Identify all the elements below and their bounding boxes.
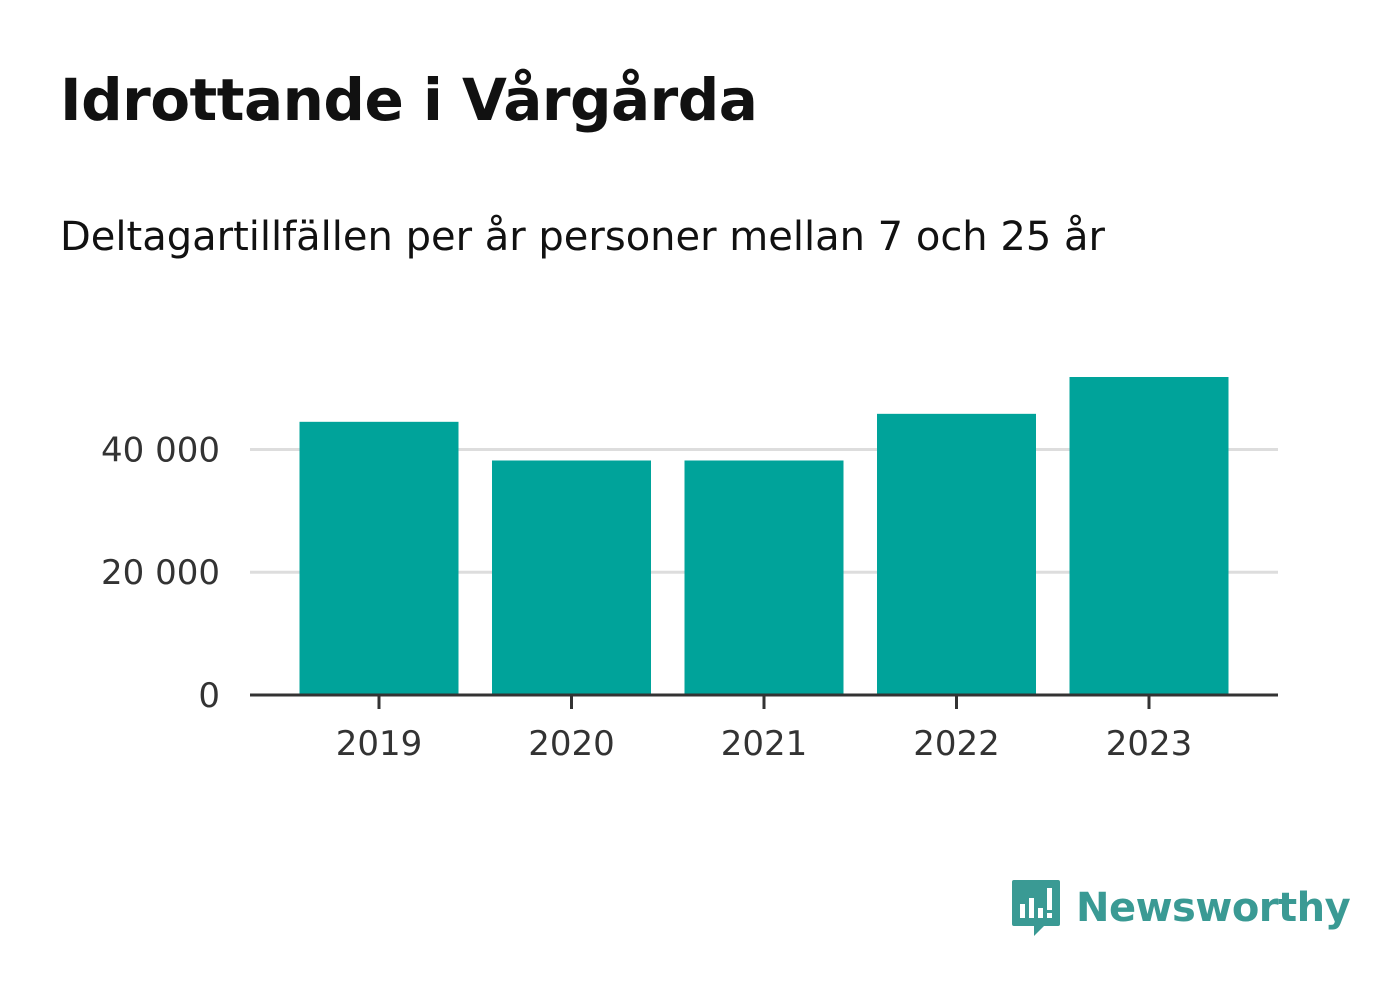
bar — [684, 460, 844, 695]
brand-name: Newsworthy — [1076, 885, 1351, 931]
y-tick-label: 40 000 — [101, 430, 220, 470]
y-tick-label: 0 — [198, 676, 220, 716]
x-tick-label: 2022 — [913, 724, 1000, 764]
bar — [492, 460, 651, 695]
bars — [299, 377, 1229, 695]
bar — [877, 413, 1036, 695]
chart-subtitle: Deltagartillfällen per år personer mella… — [60, 214, 1105, 260]
x-tick-label: 2023 — [1106, 724, 1193, 764]
newsworthy-logo-icon — [1012, 880, 1060, 936]
bar — [1069, 377, 1229, 695]
x-tick-label: 2021 — [721, 724, 808, 764]
brand-logo: Newsworthy — [1010, 878, 1351, 938]
x-tick-label: 2019 — [336, 724, 423, 764]
bar — [299, 421, 459, 695]
chart-title: Idrottande i Vårgårda — [60, 66, 758, 134]
y-tick-label: 20 000 — [101, 553, 220, 593]
axes: 0 20 000 40 000 2019 2020 2021 2022 2023 — [101, 430, 1278, 764]
x-tick-label: 2020 — [528, 724, 615, 764]
